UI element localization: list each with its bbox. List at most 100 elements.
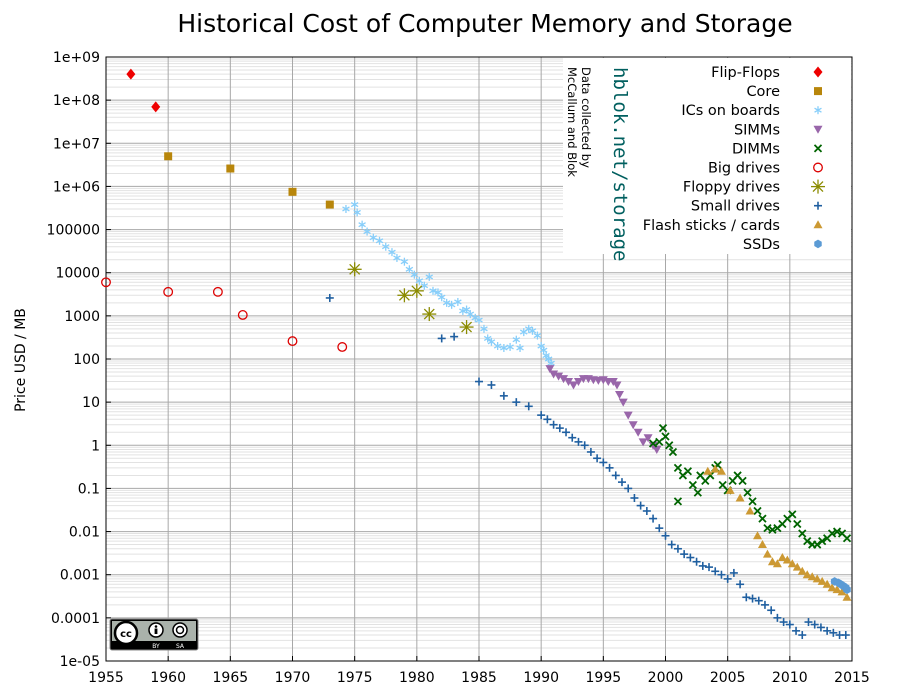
series-dimms [648,423,852,549]
marker-stroke [420,283,429,289]
legend-label-flip-flops: Flip-Flops [711,65,780,81]
watermark-main: hblok.net/storage [609,67,631,261]
data-point-small-drives [636,501,645,510]
x-tick-label: 1990 [523,670,559,686]
x-tick-label: 1970 [275,670,311,686]
data-point-dimms [743,488,752,497]
data-point-ics-on-boards [405,265,414,274]
data-point-small-drives [568,433,577,442]
legend-marker-big-drives [813,162,823,173]
legend-label-ssds: SSDs [743,237,780,253]
data-point-ics-on-boards [350,200,359,209]
marker-stroke [673,497,683,506]
marker-stroke [454,299,462,305]
marker-stroke [480,326,488,332]
data-point-small-drives [599,458,608,467]
legend-marker-ics-on-boards [814,106,822,115]
marker-stroke [447,302,456,308]
license-by-label: BY [152,643,160,650]
marker-stroke [405,266,414,272]
data-point-flash-sticks-cards [827,583,837,592]
marker-stroke [398,289,410,301]
data-point-small-drives [779,618,788,627]
data-point-ics-on-boards [516,343,524,352]
data-point-ics-on-boards [388,248,396,257]
share-alike-icon [172,622,188,638]
data-point-flash-sticks-cards [802,570,812,579]
data-point-dimms [768,525,777,534]
y-tick-label: 0.01 [69,525,100,541]
data-point-small-drives [754,596,763,605]
data-point-flash-sticks-cards [757,540,767,549]
marker-stroke [516,345,524,351]
data-point-dimms [763,524,772,533]
data-point-flash-sticks-cards [762,549,772,558]
data-point-small-drives [736,580,745,589]
data-point-small-drives [717,570,726,579]
data-point-small-drives [630,493,639,502]
marker-stroke [693,488,702,497]
data-point-dimms [818,537,827,546]
marker-stroke [696,471,705,480]
legend-label-simms: SIMMs [734,122,780,138]
data-point-ics-on-boards [533,331,542,340]
attribution-icon [148,622,164,638]
data-point-small-drives [742,593,751,602]
marker-stroke [500,345,508,351]
marker-stroke [475,317,483,323]
data-point-dimms [793,519,802,529]
data-point-simms [612,381,622,390]
data-point-dimms [665,441,674,450]
data-point-small-drives [667,540,676,549]
data-point-simms [618,398,628,407]
data-point-flash-sticks-cards [842,592,852,601]
data-point-dimms [673,497,683,506]
data-point-dimms [661,432,670,441]
y-tick-label: 10000 [55,266,100,282]
data-point-floppy-drives [397,288,412,303]
marker-stroke [738,476,747,485]
watermark: hblok.net/storage Data collected by McCa… [565,67,631,261]
data-point-simms [559,375,569,384]
chart-title: Historical Cost of Computer Memory and S… [177,9,792,38]
license-sa-label: SA [176,643,185,650]
marker-stroke [812,181,824,193]
data-point-flash-sticks-cards [710,464,720,473]
data-point-ics-on-boards [381,242,390,251]
data-point-ics-on-boards [375,236,384,245]
data-point-dimms [827,529,837,538]
marker-stroke [461,321,473,333]
marker-stroke [493,343,502,349]
data-point-small-drives [829,628,838,637]
data-point-small-drives [649,514,658,523]
data-point-ics-on-boards [425,272,434,281]
marker-stroke [763,524,772,533]
legend-marker-flash-sticks-cards [813,220,823,229]
marker-stroke [827,529,837,538]
marker-stroke [832,527,842,536]
data-point-flip-flops [126,68,136,80]
legend-marker-dimms [813,144,823,153]
data-point-small-drives [810,620,819,629]
data-point-dimms [658,423,668,433]
data-point-small-drives [748,594,757,603]
data-point-flash-sticks-cards [832,585,842,594]
data-point-small-drives [437,334,446,343]
marker-stroke [842,534,852,543]
marker-stroke [410,272,419,278]
data-point-simms [614,391,624,400]
data-point-dimms [753,506,762,516]
data-point-ics-on-boards [415,276,424,285]
data-point-dimms [738,476,747,485]
data-point-small-drives [773,613,782,622]
legend-marker-floppy-drives [811,179,825,194]
marker-stroke [512,337,521,343]
watermark-sub-1: Data collected by [579,67,593,168]
data-point-small-drives [543,415,552,424]
marker-stroke [528,328,537,334]
data-point-small-drives [605,463,614,472]
marker-stroke [673,463,683,472]
data-point-small-drives [692,557,701,566]
data-point-flash-sticks-cards [792,562,802,571]
data-point-small-drives [574,437,583,446]
